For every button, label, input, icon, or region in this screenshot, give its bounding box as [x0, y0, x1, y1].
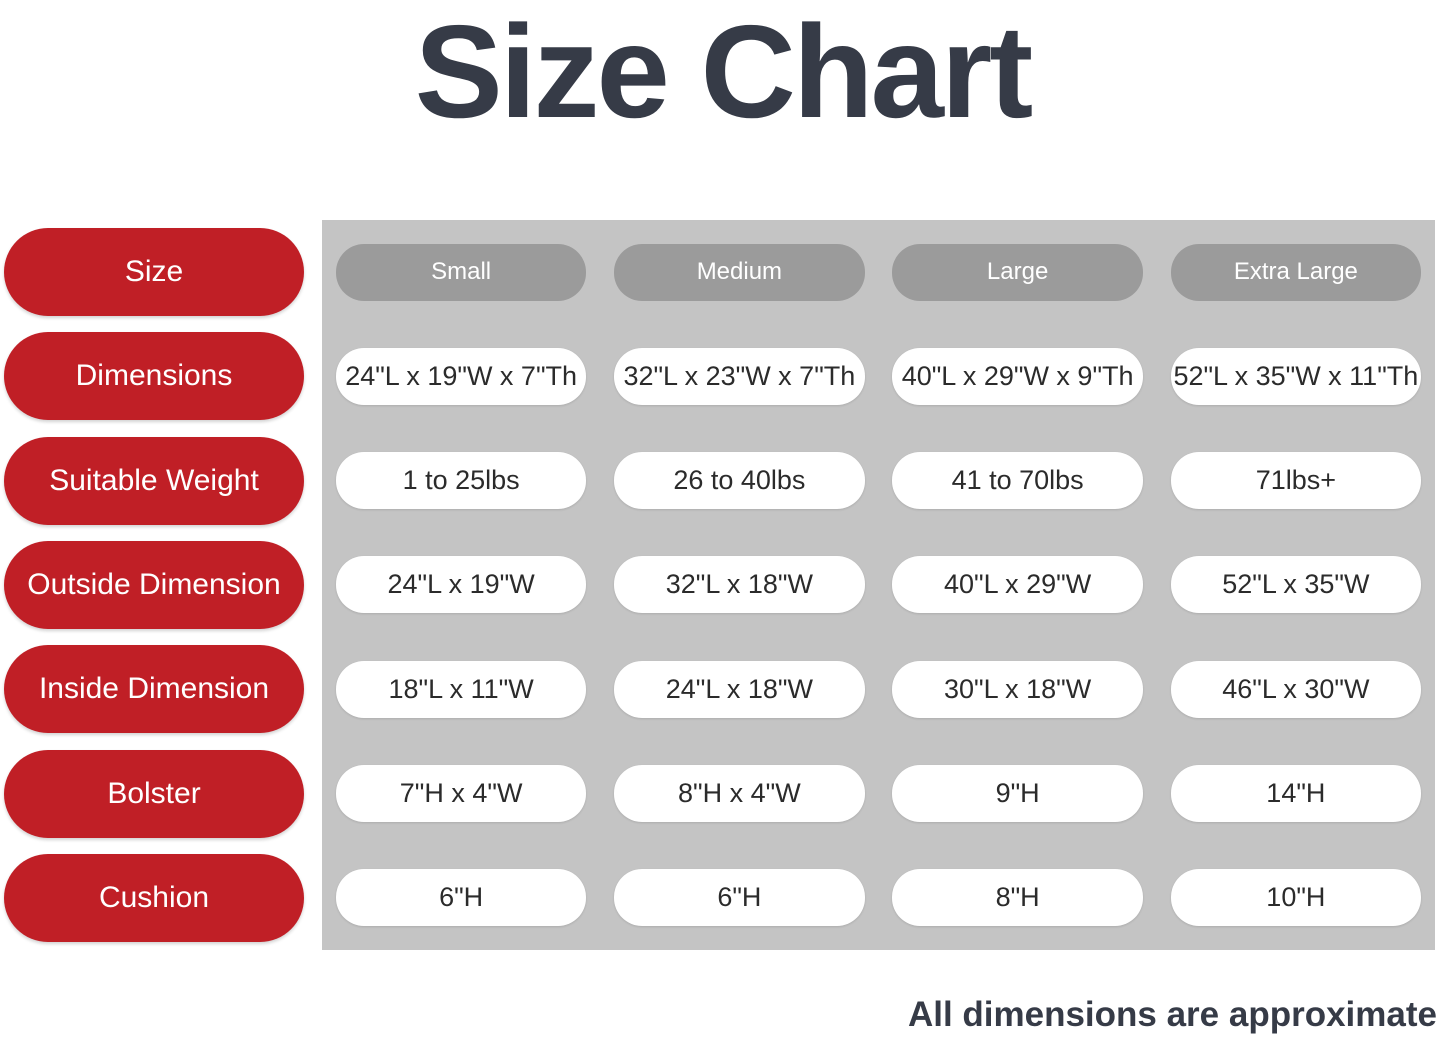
row-label-inside-dimension: Inside Dimension — [4, 645, 304, 734]
table-cell-dimensions-extra-large: 52"L x 35"W x 11"Th — [1170, 347, 1422, 405]
column-header-small: Small — [335, 243, 587, 301]
table-cell-cushion-medium: 6"H — [614, 869, 865, 927]
table-panel: Small Medium Large Extra Large 24"L x 19… — [322, 220, 1435, 950]
table-cell-cushion-extra-large: 10"H — [1170, 869, 1422, 927]
table-cell-inside-extra-large: 46"L x 30"W — [1170, 660, 1422, 718]
table-cell-weight-medium: 26 to 40lbs — [614, 452, 865, 510]
table-cell-inside-medium: 24"L x 18"W — [614, 660, 865, 718]
row-label-cushion: Cushion — [4, 853, 304, 942]
column-header-large: Large — [892, 243, 1143, 301]
table-cell-bolster-extra-large: 14"H — [1170, 765, 1422, 823]
table-cell-outside-large: 40"L x 29"W — [892, 556, 1143, 614]
table-cell-weight-large: 41 to 70lbs — [892, 452, 1143, 510]
table-cell-bolster-large: 9"H — [892, 765, 1143, 823]
row-label-suitable-weight: Suitable Weight — [4, 436, 304, 525]
row-label-dimensions: Dimensions — [4, 332, 304, 421]
column-header-medium: Medium — [614, 243, 865, 301]
table-cell-dimensions-small: 24"L x 19"W x 7"Th — [335, 347, 587, 405]
table-cell-bolster-small: 7"H x 4"W — [335, 765, 587, 823]
row-label-outside-dimension: Outside Dimension — [4, 540, 304, 629]
table-cell-outside-small: 24"L x 19"W — [335, 556, 587, 614]
row-labels-column: Size Dimensions Suitable Weight Outside … — [4, 220, 304, 950]
table-cell-outside-medium: 32"L x 18"W — [614, 556, 865, 614]
size-chart-table: Size Dimensions Suitable Weight Outside … — [4, 220, 1435, 950]
table-cell-weight-extra-large: 71lbs+ — [1170, 452, 1422, 510]
table-cell-outside-extra-large: 52"L x 35"W — [1170, 556, 1422, 614]
row-label-size: Size — [4, 228, 304, 317]
table-cell-inside-small: 18"L x 11"W — [335, 660, 587, 718]
table-cell-cushion-large: 8"H — [892, 869, 1143, 927]
row-label-bolster: Bolster — [4, 749, 304, 838]
table-cell-weight-small: 1 to 25lbs — [335, 452, 587, 510]
footnote: All dimensions are approximate — [907, 995, 1437, 1034]
page-title: Size Chart — [414, 0, 1034, 145]
column-header-extra-large: Extra Large — [1170, 243, 1422, 301]
table-cell-dimensions-medium: 32"L x 23"W x 7"Th — [614, 347, 865, 405]
table-cell-dimensions-large: 40"L x 29"W x 9"Th — [892, 347, 1143, 405]
table-cell-bolster-medium: 8"H x 4"W — [614, 765, 865, 823]
table-cell-inside-large: 30"L x 18"W — [892, 660, 1143, 718]
table-cell-cushion-small: 6"H — [335, 869, 587, 927]
